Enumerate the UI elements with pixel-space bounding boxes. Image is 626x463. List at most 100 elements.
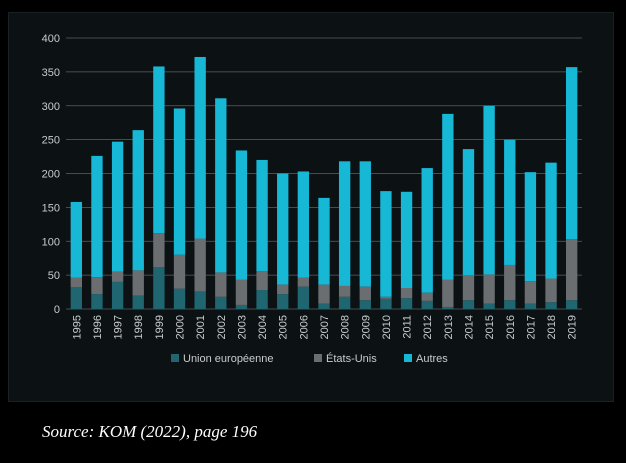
bar-2011-series-2	[400, 191, 413, 288]
bar-2015-series-1	[483, 274, 495, 304]
bar-2002-series-2	[215, 98, 227, 273]
x-tick-label: 2007	[319, 315, 331, 339]
bar-2003-series-1	[235, 279, 248, 305]
bar-2016-series-2	[504, 139, 516, 265]
legend-label: Union européenne	[183, 353, 274, 365]
bar-2002-series-0	[215, 296, 227, 309]
x-tick-label: 2014	[463, 315, 475, 339]
bar-1995-series-1	[70, 277, 82, 288]
bar-1998-series-1	[132, 270, 144, 296]
bar-2015-series-2	[483, 105, 495, 275]
bar-2009-series-0	[359, 300, 371, 309]
y-tick-label: 350	[42, 67, 60, 79]
bar-2015-series-0	[483, 303, 495, 309]
bar-2012-series-2	[421, 168, 433, 293]
bar-1996-series-1	[91, 277, 103, 295]
y-tick-label: 250	[42, 135, 60, 147]
bar-2019-series-1	[566, 239, 578, 301]
bar-2016-series-1	[504, 264, 516, 301]
bar-1999-series-1	[153, 233, 165, 267]
legend-label: Autres	[416, 353, 448, 365]
bar-2019-series-2	[566, 67, 578, 240]
bar-2006-series-2	[297, 171, 310, 278]
x-tick-label: 1999	[154, 315, 166, 339]
x-tick-label: 2009	[360, 315, 372, 339]
bar-1997-series-0	[111, 281, 124, 309]
bar-2019-series-0	[566, 300, 578, 309]
bar-2013-series-0	[442, 306, 454, 309]
bar-2014-series-2	[462, 149, 475, 276]
bar-1997-series-2	[111, 141, 124, 272]
bar-2010-series-2	[380, 191, 392, 297]
bar-2013-series-2	[442, 113, 454, 280]
x-tick-label: 2015	[484, 315, 496, 339]
bar-2001-series-2	[194, 56, 206, 239]
x-tick-label: 2012	[422, 315, 434, 339]
x-tick-label: 2019	[567, 315, 579, 339]
bar-2001-series-0	[194, 291, 206, 309]
x-tick-label: 2018	[546, 315, 558, 339]
y-tick-label: 300	[42, 101, 60, 113]
legend-swatch	[314, 354, 322, 362]
bar-2007-series-2	[318, 197, 330, 285]
bar-2018-series-0	[545, 302, 557, 309]
bar-2010-series-1	[380, 296, 392, 299]
x-tick-label: 2005	[278, 315, 290, 339]
bar-2017-series-0	[524, 303, 537, 309]
x-tick-label: 2017	[525, 315, 537, 339]
y-tick-label: 50	[48, 270, 60, 282]
bar-2004-series-2	[256, 159, 268, 272]
bar-2011-series-1	[400, 287, 413, 299]
bar-2005-series-0	[277, 294, 289, 309]
x-tick-label: 2001	[195, 315, 207, 339]
bar-1996-series-2	[91, 155, 103, 278]
bar-2000-series-2	[173, 108, 186, 255]
bar-2003-series-2	[235, 150, 248, 280]
bar-2005-series-2	[277, 173, 289, 285]
legend-label: États-Unis	[326, 352, 377, 365]
bar-2011-series-0	[400, 298, 413, 309]
y-tick-label: 100	[42, 236, 60, 248]
bar-2008-series-1	[338, 285, 351, 297]
bar-2008-series-0	[338, 296, 351, 309]
x-tick-label: 2006	[298, 315, 310, 339]
bar-2009-series-1	[359, 286, 371, 301]
bar-2017-series-1	[524, 281, 537, 304]
bar-1998-series-0	[132, 295, 144, 309]
legend: Union européenne États-Unis Autres	[171, 352, 448, 365]
grid-layer	[66, 37, 582, 310]
bar-2006-series-0	[297, 286, 310, 309]
bar-2016-series-0	[504, 300, 516, 309]
bar-2008-series-2	[338, 161, 351, 286]
bar-2014-series-1	[462, 275, 475, 301]
x-tick-label: 2016	[505, 315, 517, 339]
bar-2012-series-1	[421, 292, 433, 301]
bar-2014-series-0	[462, 300, 475, 309]
x-tick-label: 1998	[133, 315, 145, 339]
x-tick-label: 2013	[443, 315, 455, 339]
bar-2012-series-0	[421, 300, 433, 309]
x-tick-label: 2011	[402, 315, 414, 339]
bar-1995-series-0	[70, 287, 82, 309]
x-tick-label: 1996	[92, 315, 104, 339]
x-tick-label: 1997	[113, 315, 125, 339]
bar-2001-series-1	[194, 238, 206, 292]
legend-swatch	[171, 354, 179, 362]
x-tick-label: 1995	[71, 315, 83, 339]
bar-2004-series-1	[256, 271, 268, 291]
x-tick-label: 2010	[381, 315, 393, 339]
x-tick-label: 2002	[216, 315, 228, 339]
bar-2006-series-1	[297, 277, 310, 287]
x-tick-label: 2004	[257, 315, 269, 339]
bar-1998-series-2	[132, 130, 144, 271]
y-tick-label: 200	[42, 169, 60, 181]
legend-swatch	[404, 354, 412, 362]
bar-2000-series-1	[173, 254, 186, 289]
bar-2017-series-2	[524, 172, 537, 282]
x-tick-label: 2008	[340, 315, 352, 339]
bar-2010-series-0	[380, 298, 392, 309]
bar-layer	[70, 56, 578, 309]
x-tick-label: 2003	[236, 315, 248, 339]
bar-2007-series-0	[318, 303, 330, 309]
bar-1997-series-1	[111, 271, 124, 282]
